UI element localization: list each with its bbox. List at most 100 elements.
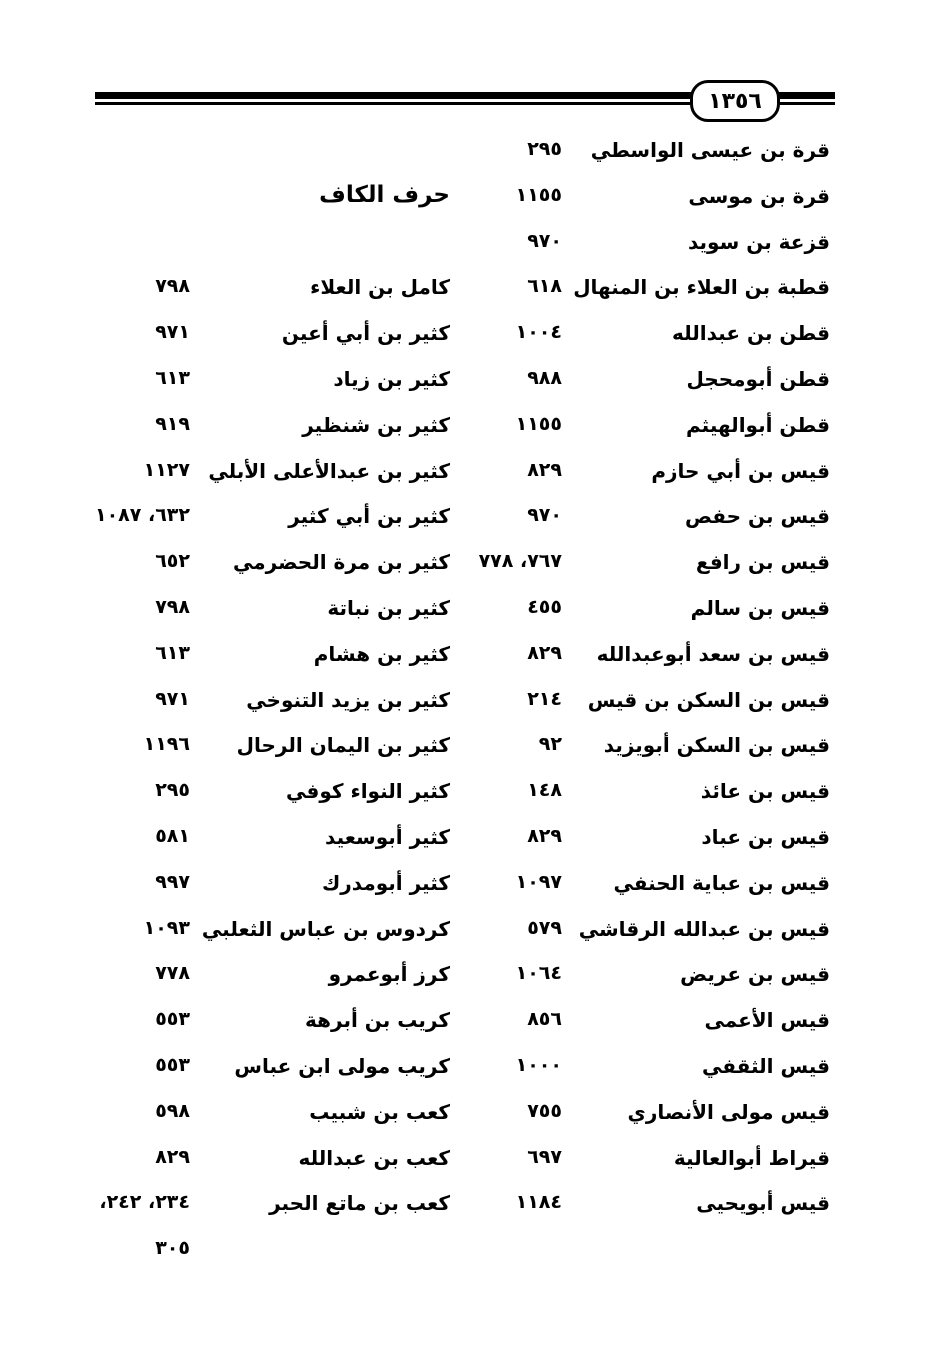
index-entry: كامل بن العلاء ٧٩٨ xyxy=(0,269,450,315)
entry-name: كثير بن مرة الحضرمي xyxy=(233,550,450,575)
index-entry: كثير أبوسعيد ٥٨١ xyxy=(0,819,450,865)
entry-pages: ١١٢٧ xyxy=(143,458,190,481)
entry-name: قيس بن رافع xyxy=(695,550,830,575)
entry-pages: ٧٧٨ xyxy=(155,962,190,985)
entry-name: قطن بن عبدالله xyxy=(671,321,830,346)
index-entry: قيس بن السكن بن قيس ٢١٤ xyxy=(0,682,830,728)
entry-pages: ٩٧١ xyxy=(155,687,190,710)
entry-name: قيس مولى الأنصاري xyxy=(627,1099,830,1124)
entry-pages: ٦٥٢ xyxy=(155,550,190,573)
entry-name: قيس بن عريض xyxy=(680,962,830,987)
entry-name: كعب بن عبدالله xyxy=(298,1145,450,1170)
entry-pages: ٥٥٣ xyxy=(155,1008,190,1031)
index-entry: قرة بن موسى ١١٥٥ xyxy=(0,178,830,224)
entry-name: قيس بن سالم xyxy=(690,595,830,620)
entry-name: قيس بن عباية الحنفي xyxy=(613,870,830,895)
entry-pages: ٩٩٧ xyxy=(155,870,190,893)
entry-pages: ١١٩٦ xyxy=(143,733,190,756)
entry-name: قيس بن سعد أبوعبدالله xyxy=(596,641,830,666)
index-entry xyxy=(0,224,450,270)
entry-name: قيس بن عائذ xyxy=(700,779,830,804)
entry-name: كثير بن اليمان الرحال xyxy=(236,733,450,758)
entry-pages: ٦٩٧ xyxy=(527,1145,562,1168)
entry-name: قطن أبومحجل xyxy=(686,366,830,391)
index-entry: قيس بن أبي حازم ٨٢٩ xyxy=(0,453,830,499)
index-entry: كريب مولى ابن عباس ٥٥٣ xyxy=(0,1048,450,1094)
entry-pages: ٦١٣ xyxy=(155,366,190,389)
entry-name: كثير بن نباتة xyxy=(327,595,450,620)
entry-pages: ٥٨١ xyxy=(155,824,190,847)
entry-pages: ١١٨٤ xyxy=(515,1191,562,1214)
entry-pages: ١٠٠٤ xyxy=(515,321,562,344)
index-entry: كثير بن اليمان الرحال ١١٩٦ xyxy=(0,727,450,773)
index-entry: كثير بن يزيد التنوخي ٩٧١ xyxy=(0,682,450,728)
entry-pages: ٧٥٥ xyxy=(527,1099,562,1122)
entry-name: قيراط أبوالعالية xyxy=(673,1145,830,1170)
index-entry: كثير بن أبي أعين ٩٧١ xyxy=(0,315,450,361)
index-entry: قيس بن السكن أبويزيد ٩٢ xyxy=(0,727,830,773)
entry-pages: ٧٦٧، ٧٧٨ xyxy=(478,550,562,573)
entry-name: كثير بن زياد xyxy=(333,366,450,391)
entry-pages: ١١٥٥ xyxy=(515,183,562,206)
entry-pages: ٨٢٩ xyxy=(155,1145,190,1168)
entry-name: قزعة بن سويد xyxy=(687,229,830,254)
entry-name: كثير النواء كوفي xyxy=(286,779,450,804)
index-entry: قيس بن رافع ٧٦٧، ٧٧٨ xyxy=(0,544,830,590)
entry-name: قطن أبوالهيثم xyxy=(685,412,830,437)
entry-pages: ٢٩٥ xyxy=(527,138,562,160)
index-entry: كثير أبومدرك ٩٩٧ xyxy=(0,865,450,911)
index-entry: قزعة بن سويد ٩٧٠ xyxy=(0,224,830,270)
entry-name: كثير بن شنظير xyxy=(302,412,450,437)
entry-pages: ١١٥٥ xyxy=(515,412,562,435)
index-entry: كريب بن أبرهة ٥٥٣ xyxy=(0,1002,450,1048)
entry-pages: ٥٥٣ xyxy=(155,1053,190,1076)
index-entry: كثير بن مرة الحضرمي ٦٥٢ xyxy=(0,544,450,590)
index-entry: قيس بن سعد أبوعبدالله ٨٢٩ xyxy=(0,636,830,682)
index-entry: كردوس بن عباس الثعلبي ١٠٩٣ xyxy=(0,911,450,957)
index-entry: قطن أبومحجل ٩٨٨ xyxy=(0,361,830,407)
entry-pages: ٩٧٠ xyxy=(527,229,562,252)
index-entry: قيس بن عبدالله الرقاشي ٥٧٩ xyxy=(0,911,830,957)
entry-name: كثير أبومدرك xyxy=(321,870,450,895)
entry-pages: ٨٢٩ xyxy=(527,641,562,664)
entry-name: كردوس بن عباس الثعلبي xyxy=(201,916,450,941)
entry-pages: ١٠٦٤ xyxy=(515,962,562,985)
entry-pages: ٦١٣ xyxy=(155,641,190,664)
entry-name: قطبة بن العلاء بن المنهال xyxy=(573,275,830,300)
index-entry xyxy=(0,132,450,178)
section-heading: حرف الكاف xyxy=(319,181,450,208)
entry-name: كثير بن أبي أعين xyxy=(281,321,450,346)
entry-name: كريب بن أبرهة xyxy=(305,1008,450,1033)
entry-name: كثير بن أبي كثير xyxy=(288,504,450,529)
entry-pages: ١٤٨ xyxy=(527,779,562,802)
entry-pages: ٢٣٤، ٢٤٢، xyxy=(99,1191,190,1214)
entry-name: كثير بن عبدالأعلى الأبلي xyxy=(208,458,450,483)
entry-pages: ٩٨٨ xyxy=(527,366,562,389)
index-entry: كعب بن شبيب ٥٩٨ xyxy=(0,1094,450,1140)
index-entry: قيس أبويحيى ١١٨٤ xyxy=(0,1185,830,1231)
entry-pages: ٣٠٥ xyxy=(155,1237,190,1260)
entry-pages: ٨٢٩ xyxy=(527,824,562,847)
entry-pages: ٢٩٥ xyxy=(155,779,190,802)
index-entry: قرة بن عيسى الواسطي ٢٩٥ xyxy=(0,132,830,178)
index-entry: قيس مولى الأنصاري ٧٥٥ xyxy=(0,1094,830,1140)
entry-pages: ٧٩٨ xyxy=(155,275,190,298)
entry-pages: ٦١٨ xyxy=(527,275,562,298)
entry-pages: ٥٧٩ xyxy=(527,916,562,939)
index-entry: كعب بن ماتع الحبر ٢٣٤، ٢٤٢، xyxy=(0,1185,450,1231)
index-entry: قطبة بن العلاء بن المنهال ٦١٨ xyxy=(0,269,830,315)
entry-name: قيس الأعمى xyxy=(704,1008,830,1033)
index-entry: قيس بن سالم ٤٥٥ xyxy=(0,590,830,636)
entry-name: كعب بن ماتع الحبر xyxy=(269,1191,450,1216)
entry-pages: ٩٧١ xyxy=(155,321,190,344)
index-entry: كثير بن هشام ٦١٣ xyxy=(0,636,450,682)
index-entry: قطن أبوالهيثم ١١٥٥ xyxy=(0,407,830,453)
entry-name: كامل بن العلاء xyxy=(310,275,450,300)
entry-name: قرة بن عيسى الواسطي xyxy=(590,138,830,162)
index-entry: قيس بن عائذ ١٤٨ xyxy=(0,773,830,819)
index-entry: كرز أبوعمرو ٧٧٨ xyxy=(0,956,450,1002)
entry-pages: ٩٧٠ xyxy=(527,504,562,527)
entry-name: قيس بن عبدالله الرقاشي xyxy=(578,916,830,941)
entry-name: كرز أبوعمرو xyxy=(328,962,450,987)
entry-name: قيس بن عباد xyxy=(701,824,830,849)
